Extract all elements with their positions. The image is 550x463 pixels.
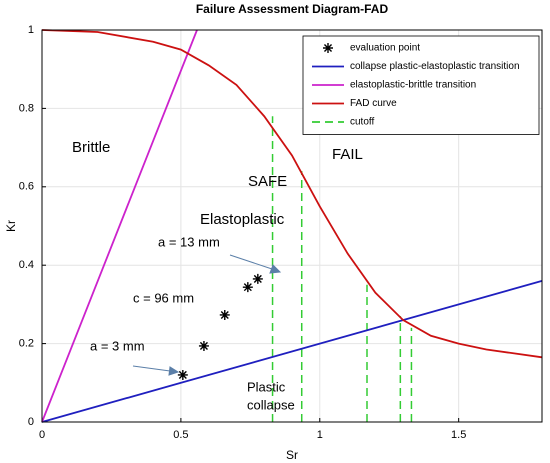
x-tick-label: 0	[39, 429, 45, 441]
annotation: a = 13 mm	[158, 234, 220, 249]
legend-label: elastoplastic-brittle transition	[350, 80, 476, 91]
axes-frame	[41, 29, 543, 423]
series-line	[41, 280, 543, 423]
series-line	[41, 29, 198, 423]
annotation: Brittle	[72, 139, 110, 156]
y-tick-label: 0.4	[19, 259, 34, 271]
x-tick-label: 1	[317, 429, 323, 441]
legend-label: cutoff	[350, 117, 374, 128]
x-tick-label: 1.5	[451, 429, 466, 441]
annotation: SAFE	[248, 173, 287, 190]
annotations: Brittle FAIL SAFE Elastoplastic a = 13 mm c =…	[72, 139, 363, 412]
annotation: c = 96 mm	[133, 290, 194, 305]
y-tick-label: 0.2	[19, 338, 34, 350]
y-tick-label: 1	[28, 24, 34, 36]
annotation: FAIL	[332, 146, 363, 163]
legend-swatch	[323, 43, 333, 53]
arrows	[132, 254, 282, 376]
legend: evaluation point collapse plastic-elastop…	[302, 35, 540, 135]
annotation: a = 3 mm	[90, 338, 145, 353]
annotation: collapse	[247, 397, 295, 412]
y-tick-label: 0	[28, 416, 34, 428]
annotation: Elastoplastic	[200, 211, 285, 228]
evaluation-point	[252, 273, 263, 284]
legend-label: evaluation point	[350, 43, 420, 54]
evaluation-point	[177, 369, 188, 380]
x-axis-label: Sr	[286, 448, 298, 462]
arrow-head	[269, 264, 282, 274]
arrow-line	[229, 254, 273, 270]
arrow-head	[168, 366, 180, 376]
legend-label: FAD curve	[350, 98, 397, 109]
plot-area	[41, 29, 543, 423]
y-tick-label: 0.8	[19, 102, 34, 114]
evaluation-point	[242, 282, 253, 293]
chart-title: Failure Assessment Diagram-FAD	[196, 2, 389, 16]
evaluation-point	[198, 340, 209, 351]
series-line	[41, 29, 543, 359]
evaluation-point	[219, 309, 230, 320]
annotation: Plastic	[247, 379, 286, 394]
arrow-line	[132, 365, 171, 372]
x-tick-label: 0.5	[173, 429, 188, 441]
legend-label: collapse plastic-elastoplastic transitio…	[350, 61, 520, 72]
y-tick-label: 0.6	[19, 181, 34, 193]
series-line	[271, 116, 413, 422]
y-axis-label: Kr	[4, 220, 18, 232]
